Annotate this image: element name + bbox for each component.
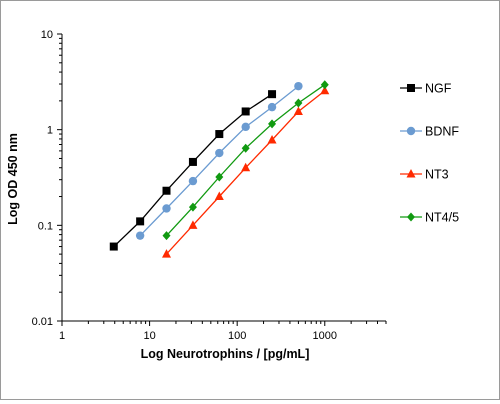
plot-series (109, 80, 330, 258)
data-point-circle (188, 176, 198, 186)
data-point-circle (241, 122, 250, 132)
data-point-triangle (214, 191, 224, 201)
data-point-triangle (293, 106, 303, 115)
data-point-triangle (162, 249, 172, 258)
series-bdnf (135, 81, 303, 240)
x-axis-title: Log Neurotrophins / [pg/mL] (141, 347, 310, 361)
data-point-square (215, 130, 224, 139)
series-nt4-5 (162, 80, 329, 241)
data-point-triangle (320, 85, 330, 95)
y-axis-title: Log OD 450 nm (6, 133, 20, 225)
data-point-circle (162, 204, 171, 213)
data-point-diamond (320, 80, 329, 90)
y-tick-label: 0.1 (38, 220, 53, 232)
data-point-square (407, 84, 415, 92)
data-point-diamond (162, 231, 171, 241)
data-point-diamond (407, 212, 415, 222)
data-point-square (268, 90, 277, 99)
legend-item: NT3 (400, 168, 449, 182)
legend-item: NT4/5 (400, 211, 459, 225)
data-point-diamond (215, 172, 224, 182)
data-point-triangle (241, 162, 251, 172)
data-point-circle (135, 231, 145, 240)
data-point-square (188, 157, 197, 166)
data-point-square (136, 217, 145, 226)
y-tick-label: 10 (41, 29, 53, 41)
data-point-diamond (241, 143, 250, 153)
y-tick-label: 0.01 (32, 316, 53, 328)
axes: 1 10 100 1000 0.01 0.1 1 10 (32, 29, 387, 342)
data-point-circle (406, 126, 416, 136)
legend-item: NGF (400, 82, 452, 96)
data-point-square (162, 186, 171, 195)
data-point-square (241, 107, 250, 116)
legend-label: NT3 (425, 168, 449, 182)
x-tick-label: 1 (59, 330, 65, 342)
data-point-triangle (406, 169, 416, 178)
y-tick-label: 1 (47, 125, 53, 137)
x-tick-label: 100 (228, 330, 246, 342)
data-point-square (109, 242, 118, 251)
x-tick-label: 1000 (313, 330, 337, 342)
series-ngf (109, 90, 277, 251)
legend-label: NGF (425, 82, 452, 96)
data-point-diamond (188, 202, 197, 212)
data-point-circle (294, 81, 303, 91)
data-point-triangle (188, 220, 198, 229)
x-tick-label: 10 (143, 330, 155, 342)
data-point-diamond (294, 98, 303, 108)
legend: NGF BDNF NT3 NT4/5 (400, 82, 459, 225)
series-nt3 (162, 85, 330, 258)
data-point-circle (267, 102, 277, 112)
legend-label: BDNF (425, 125, 459, 139)
data-point-triangle (267, 134, 277, 144)
legend-label: NT4/5 (425, 211, 459, 225)
data-point-circle (215, 148, 224, 158)
legend-item: BDNF (400, 125, 459, 139)
data-point-diamond (268, 119, 277, 129)
